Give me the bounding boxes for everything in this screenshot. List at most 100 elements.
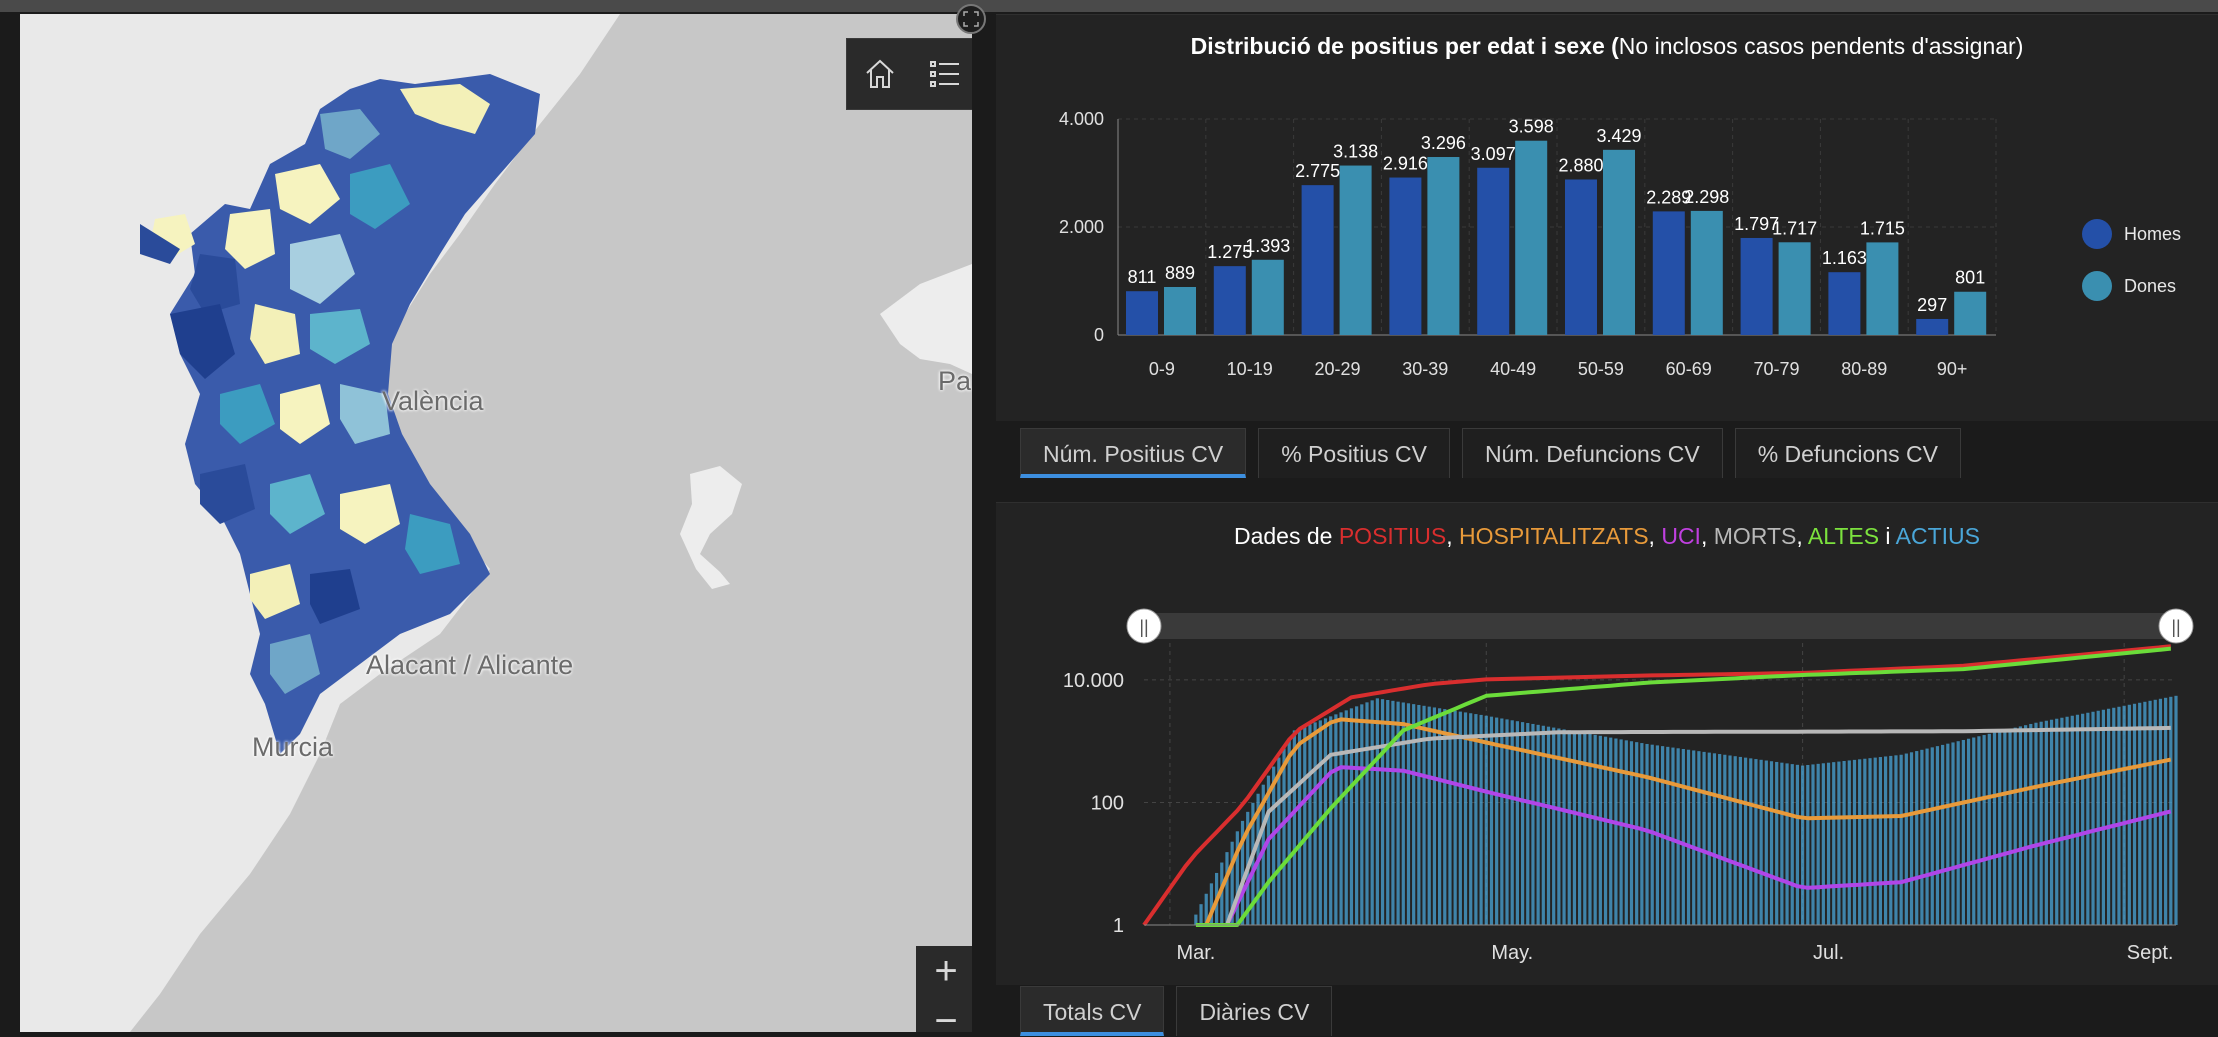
time-series-chart[interactable]: 1 100 10.000 Mar. May. Jul. Sept. || || (996, 503, 2218, 985)
actius-bar (1432, 707, 1437, 925)
map-label-valencia: València (382, 386, 484, 416)
y-tick-label: 4.000 (1059, 109, 1104, 129)
ts-title-part: UCI (1661, 523, 1701, 549)
actius-bar (1801, 765, 1805, 925)
bar-value-label: 2.880 (1558, 155, 1603, 175)
actius-bar (1676, 748, 1680, 925)
actius-bar (1645, 743, 1649, 925)
actius-bar (2060, 717, 2064, 925)
actius-bar (1339, 712, 1343, 925)
bar-value-label: 2.916 (1383, 154, 1428, 174)
actius-bar (2039, 721, 2043, 925)
x-tick-label: Mar. (1176, 942, 1215, 964)
map-panel[interactable]: València Alacant / Alicante Murcia Pa + … (20, 14, 972, 1032)
legend-item-homes[interactable]: Homes (2082, 219, 2181, 249)
expand-button[interactable] (956, 4, 986, 34)
tab-num-defuncions[interactable]: Núm. Defuncions CV (1461, 428, 1723, 478)
series-line-hospitalitzats (1204, 717, 2172, 926)
actius-bar (1323, 718, 1328, 925)
actius-bar (1972, 737, 1976, 925)
actius-bar (1961, 739, 1965, 925)
actius-bar (1868, 758, 1872, 925)
actius-bar (1718, 754, 1722, 925)
tab-pct-positius[interactable]: % Positius CV (1258, 428, 1450, 478)
actius-bar (1790, 764, 1794, 925)
actius-bar (1334, 714, 1338, 925)
actius-bar (1360, 704, 1364, 925)
actius-bar (1225, 852, 1229, 925)
actius-bar (2024, 725, 2028, 925)
time-series-chart-panel: Dades de POSITIUS, HOSPITALITZATS, UCI, … (996, 502, 2218, 985)
actius-bar (1251, 802, 1255, 925)
actius-bar (1230, 841, 1234, 925)
bar-dones (1954, 291, 1987, 335)
actius-bar (1479, 714, 1483, 925)
actius-bar (1915, 751, 1919, 925)
time-chart-tabs: Totals CV Diàries CV (1020, 986, 1344, 1036)
actius-bar (2091, 711, 2095, 925)
tab-diaries[interactable]: Diàries CV (1176, 986, 1333, 1036)
series-line-positius (1142, 644, 2171, 927)
actius-bar (1697, 751, 1701, 925)
x-tick-label: 10-19 (1227, 359, 1273, 379)
actius-bar (1277, 757, 1281, 925)
tab-totals[interactable]: Totals CV (1020, 986, 1165, 1036)
tab-num-positius[interactable]: Núm. Positius CV (1020, 428, 1247, 478)
actius-bar (1863, 758, 1867, 925)
range-slider-track (1144, 613, 2176, 639)
tab-pct-defuncions[interactable]: % Defuncions CV (1734, 428, 1961, 478)
actius-bar (1795, 764, 1800, 925)
actius-bar (1852, 759, 1857, 925)
y-tick-label: 100 (1091, 792, 1124, 814)
series-line-altes (1195, 646, 2172, 927)
home-button[interactable] (847, 39, 912, 109)
actius-bar (1489, 716, 1494, 925)
actius-bar (1889, 755, 1893, 925)
expand-icon (963, 11, 979, 27)
actius-bar (1858, 759, 1862, 925)
actius-bar (1443, 709, 1447, 925)
actius-bar (1463, 712, 1468, 925)
bar-value-label: 889 (1165, 263, 1195, 283)
x-tick-label: 0-9 (1149, 359, 1175, 379)
actius-bar (1826, 762, 1831, 925)
bar-value-label: 1.163 (1822, 248, 1867, 268)
actius-bar (1930, 747, 1934, 925)
x-tick-label: Jul. (1813, 942, 1844, 964)
range-slider-start-handle[interactable]: || (1126, 608, 1162, 644)
actius-bar (1500, 718, 1504, 925)
actius-bar (1992, 732, 1997, 925)
valencian-region-choropleth[interactable] (140, 74, 540, 754)
legend-list-button[interactable] (912, 39, 972, 109)
actius-bar (1329, 716, 1333, 925)
actius-bar (1199, 904, 1203, 925)
chart-title-rest: No inclosos casos pendents d'assignar) (1618, 33, 2024, 59)
bar-homes (1916, 318, 1949, 335)
bar-value-label: 3.097 (1471, 144, 1516, 164)
actius-bar (1375, 698, 1379, 925)
actius-bar (1671, 747, 1675, 925)
actius-bar (2081, 713, 2085, 925)
actius-bar (1422, 705, 1426, 925)
actius-bar (1692, 750, 1696, 925)
actius-bar (1380, 699, 1385, 925)
y-tick-label: 2.000 (1059, 217, 1104, 237)
time-series-chart-title: Dades de POSITIUS, HOSPITALITZATS, UCI, … (996, 523, 2218, 550)
actius-bar (1220, 862, 1224, 925)
actius-bar (1474, 714, 1478, 925)
actius-bar (1520, 722, 1525, 925)
zoom-out-button[interactable]: − (934, 999, 958, 1032)
actius-bar (1754, 759, 1758, 925)
actius-bar (2106, 708, 2111, 925)
actius-bar (1287, 739, 1291, 925)
range-slider-end-handle[interactable]: || (2158, 608, 2194, 644)
actius-bar (1728, 755, 1732, 925)
actius-bar (1998, 731, 2002, 925)
zoom-in-button[interactable]: + (934, 949, 958, 993)
actius-bar (1194, 914, 1198, 925)
legend-item-dones[interactable]: Dones (2082, 271, 2176, 301)
bar-dones (1251, 259, 1284, 335)
slider-handle-grip: || (2171, 617, 2180, 637)
map-canvas[interactable] (20, 14, 972, 1032)
